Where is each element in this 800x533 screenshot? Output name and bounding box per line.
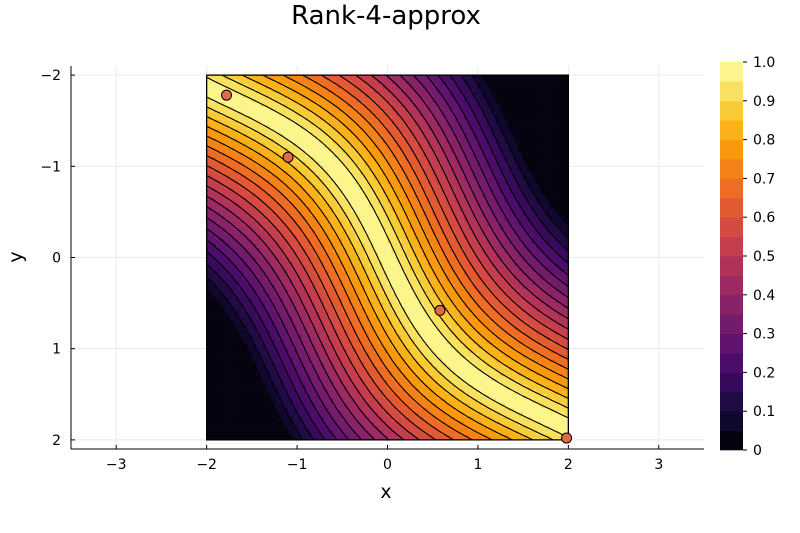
- colorbar-band: [720, 100, 743, 121]
- colorbar-band: [720, 62, 743, 82]
- colorbar-band: [720, 372, 743, 393]
- colorbar-tick-label: 0.3: [753, 327, 775, 343]
- contour-fill-bands: [206, 75, 569, 440]
- contour-line-3: [206, 75, 569, 440]
- contour-line-12: [206, 75, 569, 440]
- y-axis-label: y: [5, 251, 27, 262]
- colorbar: 0 0.1 0.2 0.3 0.4 0.5 0.6 0.7 0.8 0.9 1.0: [720, 55, 775, 459]
- y-tick-label: −2: [40, 68, 61, 84]
- x-tick-label: 1: [473, 457, 482, 473]
- colorbar-band: [720, 411, 743, 431]
- axes: −3 −2 −1 0 1 2 3 −2 −1 0 1 2: [40, 66, 704, 473]
- x-tick-label: 0: [383, 457, 392, 473]
- domain-frame: [205, 74, 570, 441]
- colorbar-band: [720, 430, 743, 451]
- colorbar-band: [720, 159, 743, 179]
- colorbar-band: [720, 333, 743, 354]
- colorbar-tick-label: 0.2: [753, 365, 775, 381]
- contour-line-10: [206, 75, 569, 440]
- colorbar-tick-label: 0.9: [753, 94, 775, 110]
- x-tick-label: −3: [106, 457, 127, 473]
- contour-line-2: [206, 75, 569, 440]
- colorbar-band: [720, 353, 743, 373]
- x-tick-label: 3: [654, 457, 663, 473]
- colorbar-band: [720, 139, 743, 160]
- x-tick-label: −1: [287, 457, 308, 473]
- data-point-3: [434, 304, 446, 316]
- y-tick-label: 1: [52, 342, 61, 358]
- colorbar-tick-label: 0.7: [753, 171, 775, 187]
- colorbar-band: [720, 217, 743, 237]
- colorbar-band: [720, 314, 743, 334]
- colorbar-tick-label: 0.5: [753, 249, 775, 265]
- contour-line-13: [206, 75, 569, 440]
- contour-line-18: [206, 75, 569, 440]
- data-point-2: [282, 151, 294, 163]
- x-axis-label: x: [380, 481, 391, 503]
- colorbar-tick-label: 0: [753, 443, 762, 459]
- data-point-4: [561, 432, 573, 444]
- x-tick-label: −2: [196, 457, 217, 473]
- colorbar-band: [720, 275, 743, 296]
- y-tick-label: 0: [52, 251, 61, 267]
- contour-line-7: [206, 75, 569, 440]
- contour-lines: [206, 75, 569, 440]
- contour-line-1: [206, 75, 569, 440]
- data-point-1: [221, 89, 233, 101]
- contour-line-6: [206, 75, 569, 440]
- colorbar-band: [720, 178, 743, 199]
- colorbar-band: [720, 294, 743, 315]
- data-points: [221, 89, 573, 444]
- contour-line-19: [206, 76, 569, 439]
- contour-line-14: [206, 75, 569, 440]
- colorbar-band: [720, 236, 743, 257]
- contour-line-5: [206, 75, 569, 440]
- y-tick-label: −1: [40, 159, 61, 175]
- colorbar-tick-label: 1.0: [753, 55, 775, 71]
- colorbar-band: [720, 120, 743, 140]
- x-tick-label: 2: [564, 457, 573, 473]
- colorbar-band: [720, 197, 743, 218]
- colorbar-band: [720, 81, 743, 102]
- y-tick-label: 2: [52, 433, 61, 449]
- colorbar-tick-label: 0.6: [753, 210, 775, 226]
- colorbar-tick-label: 0.8: [753, 133, 775, 149]
- colorbar-band: [720, 391, 743, 412]
- chart-title: Rank-4-approx: [291, 1, 481, 31]
- colorbar-band: [720, 256, 743, 276]
- colorbar-tick-label: 0.4: [753, 288, 775, 304]
- colorbar-tick-label: 0.1: [753, 404, 775, 420]
